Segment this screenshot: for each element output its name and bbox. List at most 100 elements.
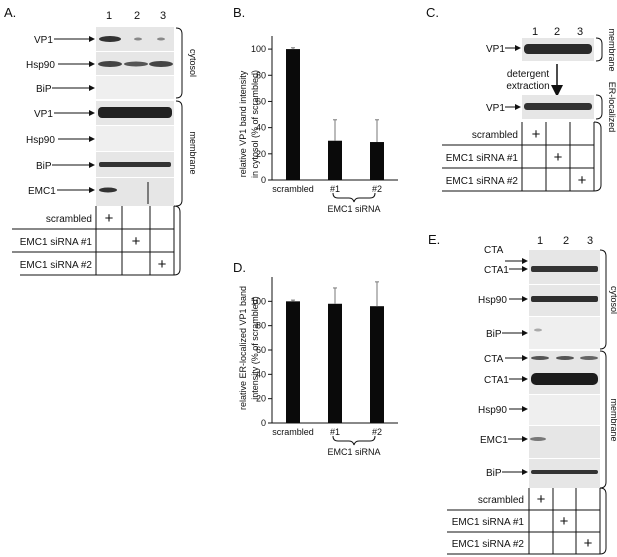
panel-a-bracket-cytosol bbox=[175, 27, 183, 99]
band bbox=[534, 328, 542, 332]
plus-mark: + bbox=[537, 491, 546, 508]
y-tick-label: 60 bbox=[256, 345, 266, 355]
y-tick-label: 40 bbox=[256, 123, 266, 133]
band bbox=[530, 437, 546, 441]
panel-e-row-label-emc1: EMC1 bbox=[480, 435, 508, 446]
x-tick-label: #2 bbox=[372, 427, 382, 437]
band bbox=[149, 61, 173, 67]
panel-c-label: C. bbox=[426, 5, 439, 20]
panel-c-lane-2: 2 bbox=[554, 26, 560, 38]
panel-e-lane-1: 1 bbox=[537, 235, 543, 247]
panel-c-group-membrane: membrane bbox=[607, 28, 617, 71]
panel-c-bracket-er bbox=[595, 94, 603, 120]
y-tick-label: 100 bbox=[251, 44, 266, 54]
panel-e-group-cytosol: cytosol bbox=[609, 286, 617, 314]
plus-mark: + bbox=[158, 256, 167, 273]
y-tick-label: 20 bbox=[256, 394, 266, 404]
band bbox=[98, 107, 172, 118]
panel-c: C. 1 2 3 VP1 membrane detergent extracti… bbox=[426, 5, 617, 192]
panel-e-row-label-bip-membrane: BiP bbox=[486, 468, 502, 479]
bar bbox=[370, 306, 384, 423]
x-tick-label: #2 bbox=[372, 184, 382, 194]
panel-d-label: D. bbox=[233, 260, 246, 275]
panel-c-condition-scrambled: scrambled bbox=[472, 130, 518, 141]
panel-b-label: B. bbox=[233, 5, 245, 20]
panel-a-row-label-vp1-membrane: VP1 bbox=[34, 109, 53, 120]
band bbox=[134, 37, 142, 41]
panel-a-row-label-hsp90-membrane: Hsp90 bbox=[26, 135, 55, 146]
panel-c-row-label-vp1: VP1 bbox=[486, 44, 505, 55]
y-tick-label: 80 bbox=[256, 70, 266, 80]
panel-e-blot-emc1-membrane bbox=[529, 426, 600, 458]
panel-e-condition-emc1-sirna-1: EMC1 siRNA #1 bbox=[452, 517, 525, 528]
x-tick-label: #1 bbox=[330, 427, 340, 437]
panel-b-chart: 0 20 40 60 80 100 scrambled #1 #2 bbox=[251, 36, 398, 194]
panel-a-condition-grid: scrambled EMC1 siRNA #1 EMC1 siRNA #2 + … bbox=[12, 205, 181, 276]
panel-c-group-er-localized: ER-localized bbox=[607, 82, 617, 133]
y-tick-label: 40 bbox=[256, 369, 266, 379]
panel-a-row-label-bip-membrane: BiP bbox=[36, 161, 52, 172]
panel-c-condition-grid: scrambled EMC1 siRNA #1 EMC1 siRNA #2 + … bbox=[442, 121, 602, 192]
panel-e: E. 1 2 3 CTA CTA1 Hsp90 BiP CTA CTA1 bbox=[428, 232, 617, 555]
panel-c-condition-emc1-sirna-1: EMC1 siRNA #1 bbox=[446, 153, 519, 164]
panel-b-ylabel-line-1: relative VP1 band intensity bbox=[238, 70, 248, 177]
panel-c-condition-emc1-sirna-2: EMC1 siRNA #2 bbox=[446, 176, 519, 187]
plus-mark: + bbox=[532, 126, 541, 143]
panel-e-condition-scrambled: scrambled bbox=[478, 495, 524, 506]
band bbox=[556, 356, 574, 360]
panel-b-group-brace bbox=[332, 192, 376, 203]
panel-c-lane-1: 1 bbox=[532, 26, 538, 38]
panel-e-lane-3: 3 bbox=[587, 235, 593, 247]
panel-c-arrow-label-line-1: detergent bbox=[507, 69, 549, 80]
panel-a-blot-bip-cytosol bbox=[96, 76, 174, 99]
band bbox=[99, 162, 171, 167]
panel-e-bracket-membrane bbox=[599, 350, 607, 489]
y-tick-label: 0 bbox=[261, 418, 266, 428]
panel-d-ylabel-line-1: relative ER-localized VP1 band bbox=[238, 286, 248, 410]
y-tick-label: 0 bbox=[261, 175, 266, 185]
panel-c-lane-3: 3 bbox=[577, 26, 583, 38]
panel-a-group-membrane: membrane bbox=[188, 131, 198, 174]
plus-mark: + bbox=[584, 535, 593, 552]
panel-e-condition-grid: scrambled EMC1 siRNA #1 EMC1 siRNA #2 + … bbox=[447, 487, 607, 555]
panel-b-xgroup-label: EMC1 siRNA bbox=[327, 204, 380, 214]
x-tick-label: #1 bbox=[330, 184, 340, 194]
panel-b-ylabel-line-2: in cytosol (% of scrambled) bbox=[250, 70, 260, 178]
y-tick-label: 80 bbox=[256, 321, 266, 331]
panel-e-blot-bip-cytosol bbox=[529, 317, 600, 349]
band bbox=[99, 36, 121, 42]
panel-e-group-membrane: membrane bbox=[609, 398, 617, 441]
panel-e-condition-emc1-sirna-2: EMC1 siRNA #2 bbox=[452, 539, 525, 550]
panel-a-row-label-hsp90: Hsp90 bbox=[26, 60, 55, 71]
panel-d-chart: 0 20 40 60 80 100 scrambled #1 #2 bbox=[251, 277, 398, 437]
band bbox=[524, 103, 592, 110]
band bbox=[524, 44, 592, 54]
panel-a: A. 1 2 3 VP1 Hsp90 BiP VP1 Hsp90 bbox=[4, 5, 198, 276]
panel-a-lane-1: 1 bbox=[106, 10, 112, 22]
band bbox=[531, 356, 549, 360]
panel-d-ylabel-line-2: intensity (% of scrambled) bbox=[250, 296, 260, 400]
panel-a-group-cytosol: cytosol bbox=[188, 49, 198, 77]
band bbox=[157, 37, 165, 41]
panel-a-lane-2: 2 bbox=[134, 10, 140, 22]
bar bbox=[328, 140, 342, 180]
panel-e-label: E. bbox=[428, 232, 440, 247]
panel-e-row-label-hsp90: Hsp90 bbox=[478, 295, 507, 306]
panel-a-row-label-vp1: VP1 bbox=[34, 35, 53, 46]
panel-b: B. relative VP1 band intensity in cytoso… bbox=[233, 5, 398, 214]
panel-a-row-label-emc1: EMC1 bbox=[28, 186, 56, 197]
y-tick-label: 20 bbox=[256, 149, 266, 159]
plus-mark: + bbox=[132, 233, 141, 250]
panel-a-condition-emc1-sirna-2: EMC1 siRNA #2 bbox=[20, 260, 93, 271]
panel-e-row-label-bip: BiP bbox=[486, 329, 502, 340]
panel-e-row-label-hsp90-membrane: Hsp90 bbox=[478, 405, 507, 416]
plus-mark: + bbox=[105, 210, 114, 227]
panel-d-group-brace bbox=[332, 435, 376, 446]
panel-e-blot-hsp90-membrane bbox=[529, 395, 600, 425]
band bbox=[98, 61, 122, 67]
plus-mark: + bbox=[578, 172, 587, 189]
panel-e-lane-2: 2 bbox=[563, 235, 569, 247]
panel-e-bracket-cytosol bbox=[599, 249, 607, 350]
band bbox=[531, 373, 598, 385]
panel-a-bracket-membrane bbox=[175, 100, 183, 207]
